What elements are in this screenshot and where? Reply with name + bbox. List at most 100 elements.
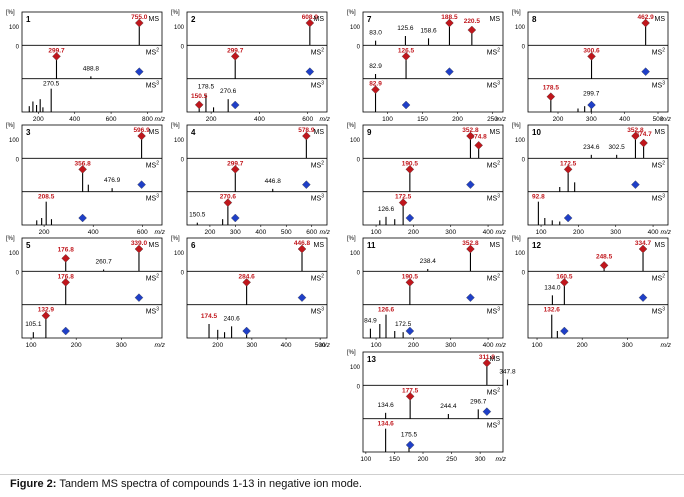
x-tick-label: 300 [116, 342, 127, 349]
spectrum-frame [362, 237, 504, 339]
precursor-ion-marker [223, 198, 233, 207]
compound-number: 11 [367, 241, 376, 250]
precursor-ion-marker [467, 25, 477, 35]
peak-label: 270.5 [43, 81, 60, 88]
ms-level-label: MS [490, 242, 501, 249]
residual-precursor-marker [242, 326, 251, 336]
ms-level-label: MS2 [487, 387, 501, 396]
peak-label: 82.9 [369, 63, 382, 70]
peak-label: 132.9 [38, 307, 55, 314]
precursor-ion-marker [398, 198, 408, 207]
peak-label: 299.7 [227, 160, 244, 167]
residual-precursor-marker [405, 213, 415, 223]
residual-precursor-marker [401, 100, 411, 110]
ms-level-label: MS [149, 16, 160, 23]
ms-level-label: MS3 [487, 81, 501, 90]
x-tick-label: 400 [619, 116, 630, 123]
y-zero-label: 0 [16, 44, 20, 50]
y-zero-label: 0 [522, 44, 526, 50]
peak-label: 220.5 [464, 18, 481, 25]
x-tick-label: 200 [206, 116, 217, 123]
spectrum-frame [21, 124, 163, 226]
y-zero-label: 0 [181, 44, 185, 50]
peak-label: 158.6 [420, 27, 437, 34]
spectrum-frame [186, 237, 328, 339]
x-axis-label: m/z [661, 116, 672, 123]
peak-label: 240.6 [223, 315, 240, 322]
compound-number: 6 [191, 241, 196, 250]
y-tick-label: 100 [9, 138, 20, 144]
precursor-ion-marker [641, 18, 650, 28]
precursor-ion-marker [61, 278, 70, 287]
x-tick-label: 200 [408, 229, 419, 236]
ms-level-label: MS [490, 129, 501, 136]
residual-precursor-marker [466, 180, 475, 189]
x-tick-label: 200 [39, 229, 50, 236]
y-unit-label: [%] [512, 123, 521, 129]
ms-level-label: MS [490, 356, 501, 363]
residual-precursor-marker [231, 213, 240, 223]
peak-label: 352.8 [462, 240, 479, 247]
ms-level-label: MS [655, 242, 666, 249]
y-tick-label: 100 [350, 365, 361, 371]
peak-label: 134.6 [377, 402, 394, 409]
y-unit-label: [%] [171, 123, 180, 129]
figure-caption: Figure 2: Tandem MS spectra of compounds… [10, 478, 362, 490]
residual-precursor-marker [445, 67, 454, 76]
y-zero-label: 0 [357, 44, 361, 50]
ms-level-label: MS [149, 242, 160, 249]
spectrum-13: 13 [%] 100 0 311.8 347.8 MS 134.6 177.5 244.4 296.… [347, 350, 516, 463]
y-tick-label: 100 [350, 25, 361, 31]
x-axis-label: m/z [496, 456, 507, 463]
x-tick-label: 200 [33, 116, 44, 123]
y-zero-label: 0 [522, 157, 526, 163]
spectrum-8: 8 [%] 100 0 462.9 MS 300.6 MS2 178.5 299.7 MS3 200 3… [512, 10, 672, 123]
x-tick-label: 500 [315, 342, 326, 349]
spectrum-5: 5 [%] 100 0 176.8 260.7 339.0 MS 176.8 MS2 105.1 13… [6, 236, 166, 349]
peak-label: 82.9 [369, 81, 382, 88]
x-tick-label: 400 [281, 342, 292, 349]
peak-label: 299.7 [227, 47, 244, 54]
peak-label: 374.7 [635, 131, 652, 138]
compound-number: 1 [26, 15, 31, 24]
residual-precursor-marker [631, 180, 640, 189]
ms-level-label: MS [314, 16, 325, 23]
precursor-ion-marker [41, 311, 51, 320]
x-axis-label: m/z [496, 342, 507, 349]
y-unit-label: [%] [171, 236, 180, 242]
x-tick-label: 200 [452, 116, 463, 123]
x-axis-label: m/z [320, 229, 331, 236]
residual-precursor-marker [405, 440, 415, 450]
peak-label: 172.5 [395, 321, 412, 328]
x-axis-label: m/z [320, 116, 331, 123]
peak-label: 160.5 [556, 273, 573, 280]
x-tick-label: 400 [483, 229, 494, 236]
x-tick-label: 150 [389, 456, 400, 463]
precursor-ion-marker [137, 131, 146, 141]
x-axis-label: m/z [496, 229, 507, 236]
compound-number: 3 [26, 128, 31, 137]
peak-label: 125.6 [397, 25, 414, 32]
precursor-ion-marker [242, 278, 251, 287]
precursor-ion-marker [231, 165, 240, 174]
x-tick-label: 200 [212, 342, 223, 349]
x-tick-label: 100 [382, 116, 393, 123]
x-tick-label: 100 [360, 456, 371, 463]
precursor-ion-marker [401, 52, 411, 61]
ms-level-label: MS3 [311, 307, 325, 316]
compound-number: 9 [367, 128, 372, 137]
ms-level-label: MS2 [146, 160, 160, 169]
precursor-ion-marker [297, 244, 307, 254]
spectrum-frame [21, 237, 163, 339]
residual-precursor-marker [305, 67, 315, 76]
peak-label: 150.5 [189, 212, 206, 219]
spectrum-1: 1 [%] 100 0 755.0 MS 299.7 488.8 MS2 270.5 MS3 200 4… [6, 10, 166, 123]
peak-label: 270.6 [220, 194, 237, 201]
x-tick-label: 100 [371, 229, 382, 236]
spectrum-2: 2 [%] 100 0 608.9MS 299.7 MS2 150.5 178.5 270.6 MS… [171, 10, 331, 123]
residual-precursor-marker [297, 293, 307, 302]
spectrum-frame [527, 124, 669, 226]
precursor-ion-marker [474, 141, 483, 150]
peak-label: 244.4 [440, 403, 457, 410]
